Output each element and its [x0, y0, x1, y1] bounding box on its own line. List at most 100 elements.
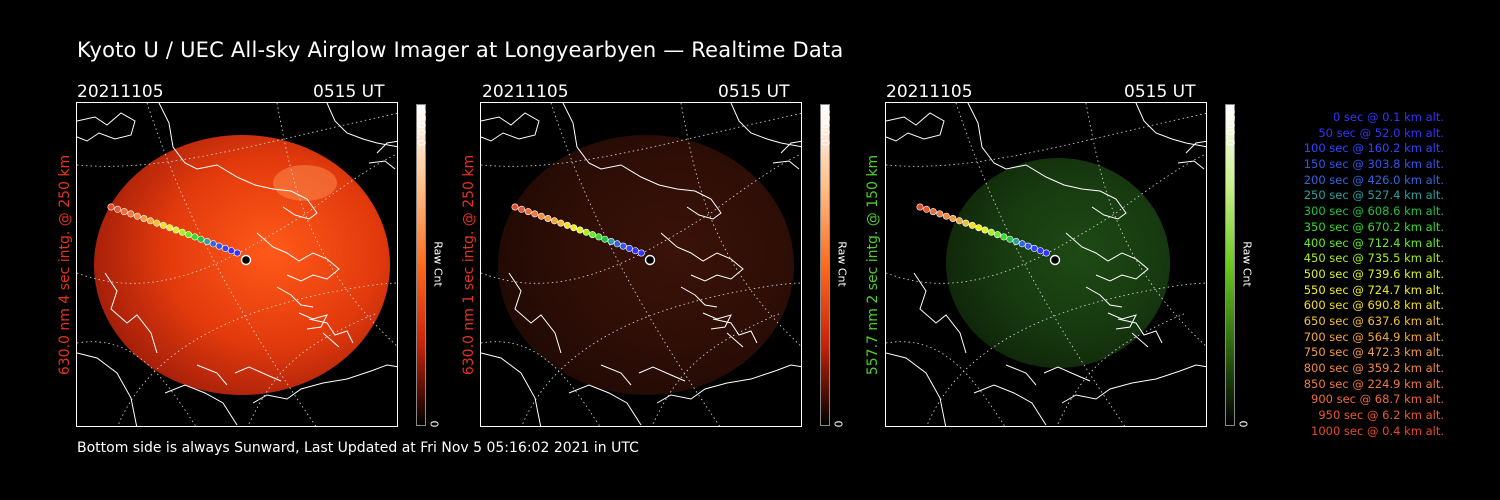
- legend-row: 650 sec @ 637.6 km alt.: [1303, 313, 1444, 328]
- panel-1-time: 0515 UT: [313, 82, 385, 102]
- legend-row: 300 sec @ 608.6 km alt.: [1303, 204, 1444, 219]
- trajectory-point: [962, 219, 970, 227]
- panel-1-colorbar-max: 6500.0: [414, 107, 428, 147]
- trajectory-point: [589, 231, 597, 239]
- trajectory-point: [185, 231, 193, 239]
- trajectory-point: [1024, 242, 1032, 250]
- airglow-sky-disk: [94, 135, 390, 395]
- trajectory-point: [942, 212, 950, 220]
- trajectory-point: [923, 205, 931, 213]
- panel-2-allsky-image: [480, 102, 802, 427]
- panel-2-colorbar-max: 6500.0: [818, 107, 832, 147]
- trajectory-point: [1018, 240, 1026, 248]
- trajectory-track: [511, 203, 645, 257]
- panel-3-colorbar: [1225, 104, 1235, 426]
- panel-3-colorbar-max: 6500.0: [1223, 107, 1237, 147]
- legend-row: 50 sec @ 52.0 km alt.: [1318, 125, 1444, 140]
- trajectory-point: [936, 210, 944, 218]
- trajectory-point: [531, 210, 539, 218]
- trajectory-point: [537, 212, 545, 220]
- legend-row: 750 sec @ 472.3 km alt.: [1303, 345, 1444, 360]
- trajectory-track: [107, 203, 241, 257]
- trajectory-point: [524, 208, 532, 216]
- trajectory-point: [518, 205, 526, 213]
- legend-row: 550 sec @ 724.7 km alt.: [1303, 282, 1444, 297]
- airglow-sky-disk: [498, 135, 794, 395]
- trajectory-point: [172, 226, 180, 234]
- trajectory-altitude-legend: 0 sec @ 0.1 km alt. 50 sec @ 52.0 km alt.…: [1262, 110, 1444, 439]
- trajectory-point: [994, 231, 1002, 239]
- coastline-map: [886, 103, 1206, 426]
- panel-1-colorbar-min: 0: [427, 420, 441, 428]
- legend-row: 350 sec @ 670.2 km alt.: [1303, 219, 1444, 234]
- legend-row: 400 sec @ 712.4 km alt.: [1303, 235, 1444, 250]
- trajectory-point: [1036, 247, 1044, 255]
- trajectory-point: [1042, 249, 1050, 257]
- panel-1-allsky-image: [76, 102, 398, 427]
- panel-2-side-label: 630.0 nm 1 sec intg. @ 250 km: [461, 154, 477, 376]
- trajectory-point: [1030, 244, 1038, 252]
- panel-2-time: 0515 UT: [718, 82, 790, 102]
- trajectory-point: [233, 249, 241, 257]
- trajectory-track: [916, 203, 1050, 257]
- trajectory-point: [613, 240, 621, 248]
- panel-3-date: 20211105: [886, 82, 973, 102]
- trajectory-point: [582, 228, 590, 236]
- panel-2-date: 20211105: [482, 82, 569, 102]
- legend-row: 700 sec @ 564.9 km alt.: [1303, 329, 1444, 344]
- panel-3-colorbar-min: 0: [1236, 420, 1250, 428]
- trajectory-point: [955, 217, 963, 225]
- trajectory-point: [107, 203, 115, 211]
- trajectory-point: [114, 205, 122, 213]
- trajectory-point: [968, 221, 976, 229]
- trajectory-point: [1006, 235, 1014, 243]
- trajectory-point: [133, 212, 141, 220]
- trajectory-point: [550, 217, 558, 225]
- panel-3-time: 0515 UT: [1124, 82, 1196, 102]
- station-marker: [644, 254, 656, 266]
- legend-row: 150 sec @ 303.8 km alt.: [1303, 157, 1444, 172]
- coastline-map: [77, 103, 397, 426]
- legend-row: 600 sec @ 690.8 km alt.: [1303, 298, 1444, 313]
- trajectory-point: [544, 215, 552, 223]
- trajectory-point: [625, 244, 633, 252]
- trajectory-point: [576, 226, 584, 234]
- legend-row: 200 sec @ 426.0 km alt.: [1303, 172, 1444, 187]
- legend-row: 0 sec @ 0.1 km alt.: [1332, 110, 1444, 124]
- panel-2-colorbar: [820, 104, 830, 426]
- coastline-map: [481, 103, 801, 426]
- legend-row: 500 sec @ 739.6 km alt.: [1303, 266, 1444, 281]
- page-title: Kyoto U / UEC All-sky Airglow Imager at …: [77, 38, 844, 62]
- station-marker: [240, 254, 252, 266]
- trajectory-point: [227, 247, 235, 255]
- legend-row: 100 sec @ 160.2 km alt.: [1303, 141, 1444, 156]
- panel-1-colorbar-unit: Raw Cnt: [431, 241, 445, 287]
- trajectory-point: [607, 238, 615, 246]
- panel-1-colorbar: [416, 104, 426, 426]
- trajectory-point: [563, 221, 571, 229]
- trajectory-point: [120, 208, 128, 216]
- trajectory-point: [987, 228, 995, 236]
- trajectory-point: [153, 219, 161, 227]
- legend-row: 450 sec @ 735.5 km alt.: [1303, 251, 1444, 266]
- trajectory-point: [140, 215, 148, 223]
- station-marker: [1049, 254, 1061, 266]
- trajectory-point: [601, 235, 609, 243]
- legend-row: 850 sec @ 224.9 km alt.: [1303, 376, 1444, 391]
- panel-2-colorbar-min: 0: [831, 420, 845, 428]
- legend-row: 800 sec @ 359.2 km alt.: [1303, 361, 1444, 375]
- trajectory-point: [595, 233, 603, 241]
- trajectory-point: [1000, 233, 1008, 241]
- panel-3-side-label: 557.7 nm 2 sec intg. @ 150 km: [865, 154, 881, 376]
- trajectory-point: [221, 244, 229, 252]
- lat-lon-grid: [481, 103, 801, 426]
- lat-lon-grid: [886, 103, 1206, 426]
- footer-status: Bottom side is always Sunward, Last Upda…: [77, 440, 639, 456]
- trajectory-point: [557, 219, 565, 227]
- panel-2-colorbar-unit: Raw Cnt: [835, 241, 849, 287]
- trajectory-point: [203, 238, 211, 246]
- trajectory-point: [949, 215, 957, 223]
- trajectory-point: [631, 247, 639, 255]
- trajectory-point: [511, 203, 519, 211]
- panel-3-allsky-image: [885, 102, 1207, 427]
